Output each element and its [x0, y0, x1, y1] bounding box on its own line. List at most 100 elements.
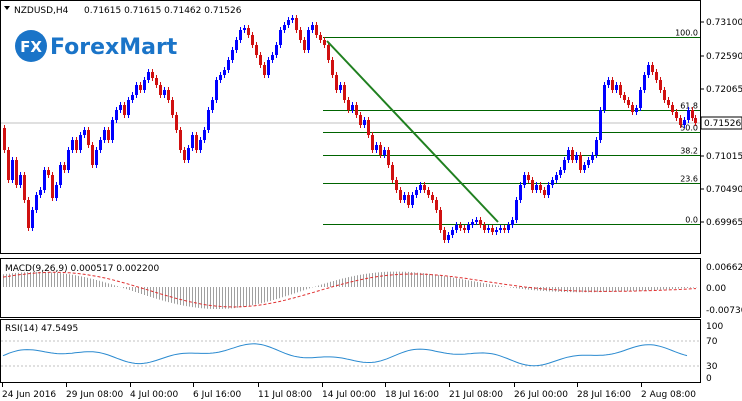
- candle-body: [591, 155, 594, 160]
- candle-body: [519, 185, 522, 200]
- candle-body: [51, 175, 54, 198]
- candle-body: [395, 180, 398, 190]
- candle-body: [151, 72, 154, 78]
- candle-body: [183, 150, 186, 160]
- macd-histogram: [3, 271, 697, 309]
- time-tick-label: 6 Jul 16:00: [193, 390, 242, 400]
- time-tick-label: 28 Jul 16:00: [577, 390, 631, 400]
- candle-body: [255, 45, 258, 55]
- candle-body: [487, 228, 490, 230]
- macd-panel[interactable]: [0, 258, 701, 318]
- rsi-tick-70: 70: [706, 337, 718, 347]
- candle-body: [43, 170, 46, 190]
- candle-body: [79, 135, 82, 150]
- candle-body: [339, 85, 342, 90]
- candle-body: [643, 75, 646, 90]
- main-chart-panel[interactable]: [0, 0, 701, 254]
- price-tick-6: 0.70490: [706, 185, 742, 195]
- candle-body: [495, 230, 498, 232]
- candle-body: [427, 190, 430, 195]
- candle-body: [403, 195, 406, 200]
- candle-body: [435, 200, 438, 210]
- candle-body: [311, 25, 314, 30]
- time-tick-label: 21 Jul 08:00: [449, 390, 503, 400]
- candle-body: [303, 40, 306, 50]
- candle-body: [471, 222, 474, 225]
- time-tick-label: 11 Jul 08:00: [258, 390, 312, 400]
- candle-body: [543, 190, 546, 195]
- candle-body: [95, 150, 98, 165]
- candle-body: [371, 135, 374, 150]
- candle-body: [659, 80, 662, 90]
- candle-body: [63, 165, 66, 170]
- candle-body: [231, 50, 234, 60]
- candle-body: [687, 110, 690, 120]
- candle-body: [27, 200, 30, 228]
- candle-body: [647, 65, 650, 75]
- candle-body: [499, 228, 502, 230]
- candle-body: [263, 65, 266, 75]
- candle-body: [235, 40, 238, 50]
- candle-body: [515, 200, 518, 220]
- candle-body: [219, 75, 222, 80]
- candle-body: [351, 105, 354, 110]
- candle-body: [683, 120, 686, 125]
- candle-body: [123, 105, 126, 115]
- candle-body: [191, 135, 194, 148]
- candle-body: [243, 28, 246, 30]
- candle-body: [91, 145, 94, 165]
- candle-body: [131, 95, 134, 100]
- time-tick-label: 24 Jun 2016: [2, 390, 56, 400]
- candle-body: [39, 190, 42, 195]
- rsi-panel[interactable]: [0, 319, 701, 383]
- candle-body: [199, 140, 202, 150]
- candle-body: [531, 180, 534, 190]
- candle-body: [83, 130, 86, 135]
- dropdown-triangle-icon[interactable]: [4, 6, 10, 10]
- candle-body: [15, 160, 18, 185]
- candle-body: [455, 225, 458, 230]
- time-tick-label: 26 Jul 00:00: [514, 390, 568, 400]
- time-axis: 24 Jun 2016 29 Jun 08:00 4 Jul 00:00 6 Jul …: [2, 383, 696, 400]
- candle-body: [439, 210, 442, 230]
- trend-line[interactable]: [326, 40, 499, 223]
- logo-name: ForexMart: [50, 35, 178, 60]
- candle-body: [447, 235, 450, 240]
- candle-body: [399, 190, 402, 200]
- candle-body: [679, 118, 682, 125]
- candle-body: [407, 195, 410, 205]
- candle-body: [623, 95, 626, 100]
- candle-body: [331, 60, 334, 75]
- rsi-tick-30: 30: [706, 362, 718, 372]
- candle-body: [507, 225, 510, 230]
- fib-level-label: 61.8: [680, 102, 698, 111]
- candle-body: [207, 110, 210, 130]
- candle-body: [67, 150, 70, 170]
- candle-body: [635, 108, 638, 112]
- price-tick-2: 0.72590: [706, 52, 742, 62]
- candle-body: [159, 85, 162, 95]
- candle-body: [603, 85, 606, 110]
- time-tick-label: 2 Aug 08:00: [641, 390, 696, 400]
- candle-body: [315, 25, 318, 35]
- macd-tick-zero: 0.00: [706, 284, 726, 294]
- candle-body: [327, 45, 330, 60]
- logo-badge-icon: [15, 30, 47, 62]
- candle-body: [171, 100, 174, 115]
- candle-body: [47, 170, 50, 175]
- candle-body: [75, 140, 78, 150]
- candle-body: [175, 115, 178, 130]
- candle-body: [583, 165, 586, 170]
- candle-body: [135, 85, 138, 95]
- candle-body: [694, 118, 697, 123]
- candle-body: [463, 228, 466, 230]
- rsi-axis: 100 70 30 0: [706, 322, 723, 384]
- candle-body: [511, 220, 514, 225]
- candle-body: [523, 175, 526, 185]
- symbol-label: NZDUSD,H4: [14, 6, 69, 16]
- candle-body: [415, 190, 418, 195]
- candle-body: [115, 110, 118, 120]
- fibonacci-retracement[interactable]: 100.0 61.8 50.0 38.2 23.6 0.0: [323, 29, 700, 225]
- candle-body: [459, 225, 462, 228]
